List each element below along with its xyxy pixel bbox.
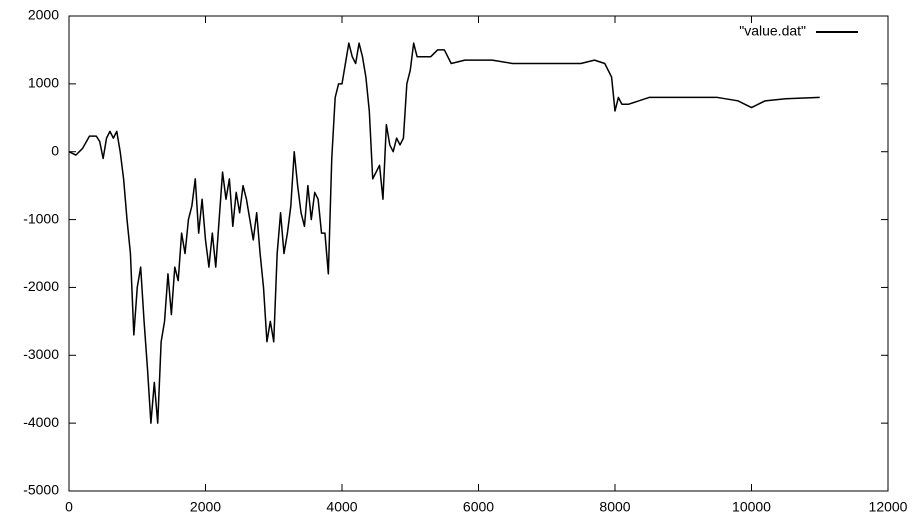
y-tick-label: -4000: [23, 414, 59, 430]
x-tick-label: 6000: [463, 499, 494, 515]
legend-label: "value.dat": [739, 23, 806, 39]
x-tick-label: 4000: [326, 499, 357, 515]
y-tick-label: 0: [51, 142, 59, 158]
y-tick-label: 1000: [28, 75, 59, 91]
y-tick-label: 2000: [28, 7, 59, 23]
y-tick-label: -5000: [23, 482, 59, 498]
y-tick-label: -3000: [23, 346, 59, 362]
x-tick-label: 12000: [869, 499, 908, 515]
y-tick-label: -1000: [23, 210, 59, 226]
plot-frame: [68, 15, 889, 492]
x-tick-label: 8000: [599, 499, 630, 515]
y-tick-label: -2000: [23, 278, 59, 294]
x-tick-label: 0: [65, 499, 73, 515]
data-line: [68, 42, 820, 424]
x-tick-label: 2000: [190, 499, 221, 515]
x-tick-label: 10000: [732, 499, 771, 515]
